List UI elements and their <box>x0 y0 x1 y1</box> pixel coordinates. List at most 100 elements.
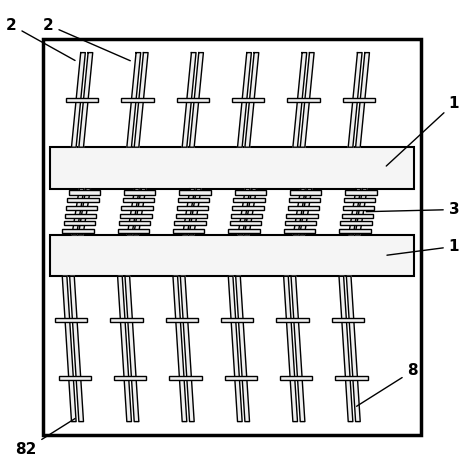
Polygon shape <box>346 276 359 422</box>
Text: 82: 82 <box>15 418 75 457</box>
Polygon shape <box>182 189 194 235</box>
Polygon shape <box>125 276 138 422</box>
Polygon shape <box>189 189 200 235</box>
FancyBboxPatch shape <box>121 98 153 102</box>
Text: 2: 2 <box>43 18 130 61</box>
FancyBboxPatch shape <box>69 191 100 195</box>
Polygon shape <box>134 53 148 147</box>
FancyBboxPatch shape <box>233 198 264 202</box>
FancyBboxPatch shape <box>288 198 319 202</box>
Polygon shape <box>355 53 369 147</box>
FancyBboxPatch shape <box>289 191 321 195</box>
FancyBboxPatch shape <box>119 221 150 226</box>
Text: 8: 8 <box>356 364 417 406</box>
FancyBboxPatch shape <box>232 98 264 102</box>
Polygon shape <box>127 189 139 235</box>
Polygon shape <box>72 189 84 235</box>
FancyBboxPatch shape <box>335 376 367 380</box>
FancyBboxPatch shape <box>232 206 263 210</box>
FancyBboxPatch shape <box>114 376 146 380</box>
Polygon shape <box>235 276 249 422</box>
Polygon shape <box>228 276 242 422</box>
FancyBboxPatch shape <box>275 318 308 322</box>
FancyBboxPatch shape <box>340 221 371 226</box>
Polygon shape <box>300 53 313 147</box>
FancyBboxPatch shape <box>121 206 152 210</box>
FancyBboxPatch shape <box>287 206 318 210</box>
FancyBboxPatch shape <box>174 221 205 226</box>
FancyBboxPatch shape <box>63 221 95 226</box>
Polygon shape <box>354 189 366 235</box>
FancyBboxPatch shape <box>50 147 413 189</box>
FancyBboxPatch shape <box>284 221 316 226</box>
Polygon shape <box>182 53 195 147</box>
Polygon shape <box>244 53 258 147</box>
Polygon shape <box>283 276 297 422</box>
FancyBboxPatch shape <box>178 198 209 202</box>
FancyBboxPatch shape <box>341 213 372 218</box>
FancyBboxPatch shape <box>229 221 261 226</box>
FancyBboxPatch shape <box>342 206 373 210</box>
Text: 1: 1 <box>386 239 458 255</box>
FancyBboxPatch shape <box>338 229 370 233</box>
FancyBboxPatch shape <box>279 376 312 380</box>
FancyBboxPatch shape <box>286 213 317 218</box>
Polygon shape <box>348 189 360 235</box>
FancyBboxPatch shape <box>118 229 149 233</box>
Polygon shape <box>117 276 131 422</box>
FancyBboxPatch shape <box>176 206 208 210</box>
FancyBboxPatch shape <box>165 318 197 322</box>
FancyBboxPatch shape <box>122 198 154 202</box>
Polygon shape <box>292 53 306 147</box>
FancyBboxPatch shape <box>283 229 314 233</box>
Polygon shape <box>133 189 145 235</box>
Polygon shape <box>244 189 256 235</box>
FancyBboxPatch shape <box>173 229 204 233</box>
Polygon shape <box>290 276 304 422</box>
FancyBboxPatch shape <box>175 213 206 218</box>
Text: 1: 1 <box>385 96 458 166</box>
FancyBboxPatch shape <box>66 98 98 102</box>
FancyBboxPatch shape <box>65 213 96 218</box>
FancyBboxPatch shape <box>55 318 87 322</box>
Polygon shape <box>62 276 76 422</box>
FancyBboxPatch shape <box>344 191 376 195</box>
Text: 3: 3 <box>365 202 458 217</box>
FancyBboxPatch shape <box>63 229 94 233</box>
FancyBboxPatch shape <box>58 376 91 380</box>
FancyBboxPatch shape <box>110 318 142 322</box>
Polygon shape <box>189 53 203 147</box>
FancyBboxPatch shape <box>331 318 363 322</box>
FancyBboxPatch shape <box>220 318 253 322</box>
Polygon shape <box>237 53 251 147</box>
FancyBboxPatch shape <box>231 213 262 218</box>
FancyBboxPatch shape <box>67 198 99 202</box>
Polygon shape <box>79 53 93 147</box>
FancyBboxPatch shape <box>66 206 97 210</box>
Polygon shape <box>299 189 311 235</box>
Polygon shape <box>238 189 250 235</box>
Polygon shape <box>173 276 187 422</box>
FancyBboxPatch shape <box>50 235 413 276</box>
FancyBboxPatch shape <box>169 376 201 380</box>
Polygon shape <box>180 276 194 422</box>
FancyBboxPatch shape <box>342 98 374 102</box>
FancyBboxPatch shape <box>287 98 319 102</box>
FancyBboxPatch shape <box>43 39 420 435</box>
FancyBboxPatch shape <box>176 98 208 102</box>
FancyBboxPatch shape <box>124 191 155 195</box>
Polygon shape <box>69 276 83 422</box>
FancyBboxPatch shape <box>234 191 265 195</box>
Polygon shape <box>293 189 305 235</box>
Polygon shape <box>347 53 361 147</box>
FancyBboxPatch shape <box>344 198 375 202</box>
FancyBboxPatch shape <box>228 229 259 233</box>
FancyBboxPatch shape <box>224 376 257 380</box>
FancyBboxPatch shape <box>179 191 210 195</box>
Polygon shape <box>126 53 140 147</box>
Text: 2: 2 <box>6 18 75 60</box>
FancyBboxPatch shape <box>120 213 151 218</box>
Polygon shape <box>71 53 85 147</box>
Polygon shape <box>338 276 352 422</box>
Polygon shape <box>78 189 90 235</box>
